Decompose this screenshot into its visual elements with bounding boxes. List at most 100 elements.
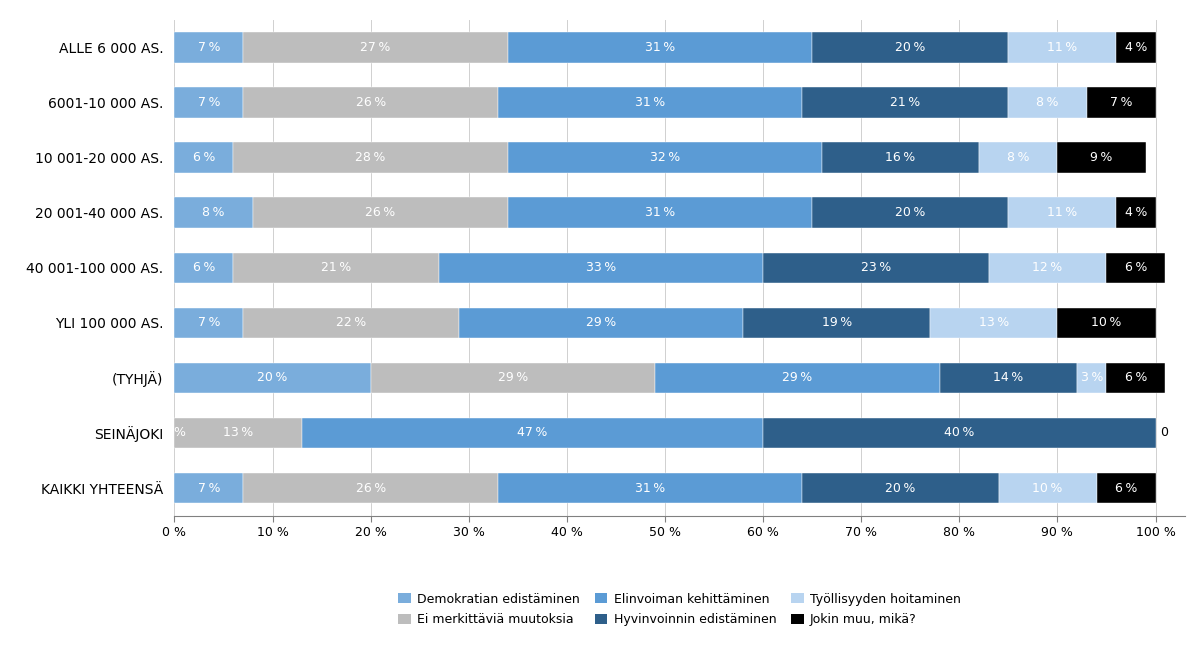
Text: 6 %: 6 %: [192, 151, 215, 164]
Text: 27 %: 27 %: [361, 41, 391, 54]
Bar: [656, 363, 940, 393]
Bar: [1077, 363, 1107, 393]
Text: 31 %: 31 %: [635, 481, 665, 494]
Text: 31 %: 31 %: [645, 206, 675, 219]
Text: 20 %: 20 %: [257, 371, 288, 385]
Text: 8 %: 8 %: [1007, 151, 1030, 164]
Text: 0: 0: [1161, 426, 1168, 440]
Bar: [1116, 32, 1156, 63]
Legend: Demokratian edistäminen, Ei merkittäviä muutoksia, Elinvoiman kehittäminen, Hyvi: Demokratian edistäminen, Ei merkittäviä …: [392, 586, 967, 633]
Text: 13 %: 13 %: [978, 316, 1009, 329]
Bar: [508, 142, 822, 173]
Bar: [174, 87, 243, 118]
Bar: [763, 418, 1156, 448]
Text: 29 %: 29 %: [498, 371, 528, 385]
Text: 13 %: 13 %: [223, 426, 254, 440]
Bar: [460, 307, 743, 338]
Text: 20 %: 20 %: [895, 41, 925, 54]
Text: 4 %: 4 %: [1125, 206, 1148, 219]
Text: 12 %: 12 %: [1032, 261, 1062, 274]
Text: 19 %: 19 %: [822, 316, 852, 329]
Bar: [1116, 198, 1156, 228]
Text: 31 %: 31 %: [645, 41, 675, 54]
Text: 11 %: 11 %: [1047, 206, 1078, 219]
Text: 31 %: 31 %: [635, 96, 665, 109]
Bar: [802, 473, 998, 503]
Bar: [1097, 473, 1156, 503]
Bar: [498, 87, 802, 118]
Text: 7 %: 7 %: [197, 316, 220, 329]
Text: 11 %: 11 %: [1047, 41, 1078, 54]
Text: 3 %: 3 %: [1080, 371, 1103, 385]
Bar: [174, 253, 233, 283]
Text: 26 %: 26 %: [366, 206, 396, 219]
Text: 8 %: 8 %: [202, 206, 225, 219]
Text: 29 %: 29 %: [586, 316, 616, 329]
Bar: [243, 473, 498, 503]
Bar: [1057, 307, 1156, 338]
Text: 23 %: 23 %: [861, 261, 891, 274]
Bar: [174, 363, 371, 393]
Bar: [763, 253, 989, 283]
Bar: [174, 142, 233, 173]
Bar: [802, 87, 1008, 118]
Text: 14 %: 14 %: [994, 371, 1024, 385]
Text: 6 %: 6 %: [1125, 261, 1148, 274]
Text: 8 %: 8 %: [1036, 96, 1059, 109]
Text: 21 %: 21 %: [321, 261, 351, 274]
Bar: [174, 32, 243, 63]
Text: 28 %: 28 %: [355, 151, 386, 164]
Bar: [1107, 253, 1166, 283]
Bar: [243, 307, 460, 338]
Bar: [174, 473, 243, 503]
Text: 7 %: 7 %: [1110, 96, 1132, 109]
Bar: [498, 473, 802, 503]
Text: 16 %: 16 %: [885, 151, 915, 164]
Bar: [743, 307, 930, 338]
Text: 4 %: 4 %: [1125, 41, 1148, 54]
Text: 10 %: 10 %: [1032, 481, 1062, 494]
Bar: [439, 253, 763, 283]
Bar: [508, 198, 812, 228]
Text: 6 %: 6 %: [192, 261, 215, 274]
Bar: [1107, 363, 1166, 393]
Text: 26 %: 26 %: [356, 96, 386, 109]
Text: 6 %: 6 %: [1115, 481, 1137, 494]
Text: 21 %: 21 %: [890, 96, 920, 109]
Bar: [243, 87, 498, 118]
Bar: [1008, 87, 1086, 118]
Bar: [508, 32, 812, 63]
Text: 7 %: 7 %: [197, 481, 220, 494]
Text: 7 %: 7 %: [197, 41, 220, 54]
Bar: [1008, 198, 1116, 228]
Bar: [233, 253, 439, 283]
Bar: [822, 142, 979, 173]
Text: 6 %: 6 %: [1125, 371, 1148, 385]
Bar: [174, 198, 253, 228]
Bar: [174, 418, 302, 448]
Text: 47 %: 47 %: [517, 426, 547, 440]
Text: 32 %: 32 %: [650, 151, 680, 164]
Text: 7 %: 7 %: [197, 96, 220, 109]
Bar: [812, 32, 1008, 63]
Bar: [940, 363, 1077, 393]
Bar: [253, 198, 508, 228]
Text: 10 %: 10 %: [1091, 316, 1121, 329]
Bar: [989, 253, 1107, 283]
Text: %: %: [173, 426, 185, 440]
Text: 29 %: 29 %: [782, 371, 812, 385]
Text: 9 %: 9 %: [1090, 151, 1113, 164]
Text: 40 %: 40 %: [944, 426, 974, 440]
Bar: [1086, 87, 1156, 118]
Text: 26 %: 26 %: [356, 481, 386, 494]
Bar: [243, 32, 508, 63]
Bar: [371, 363, 656, 393]
Text: 22 %: 22 %: [336, 316, 366, 329]
Bar: [1057, 142, 1145, 173]
Bar: [233, 142, 508, 173]
Bar: [174, 307, 243, 338]
Text: 33 %: 33 %: [586, 261, 616, 274]
Text: 20 %: 20 %: [895, 206, 925, 219]
Text: 20 %: 20 %: [885, 481, 915, 494]
Bar: [979, 142, 1057, 173]
